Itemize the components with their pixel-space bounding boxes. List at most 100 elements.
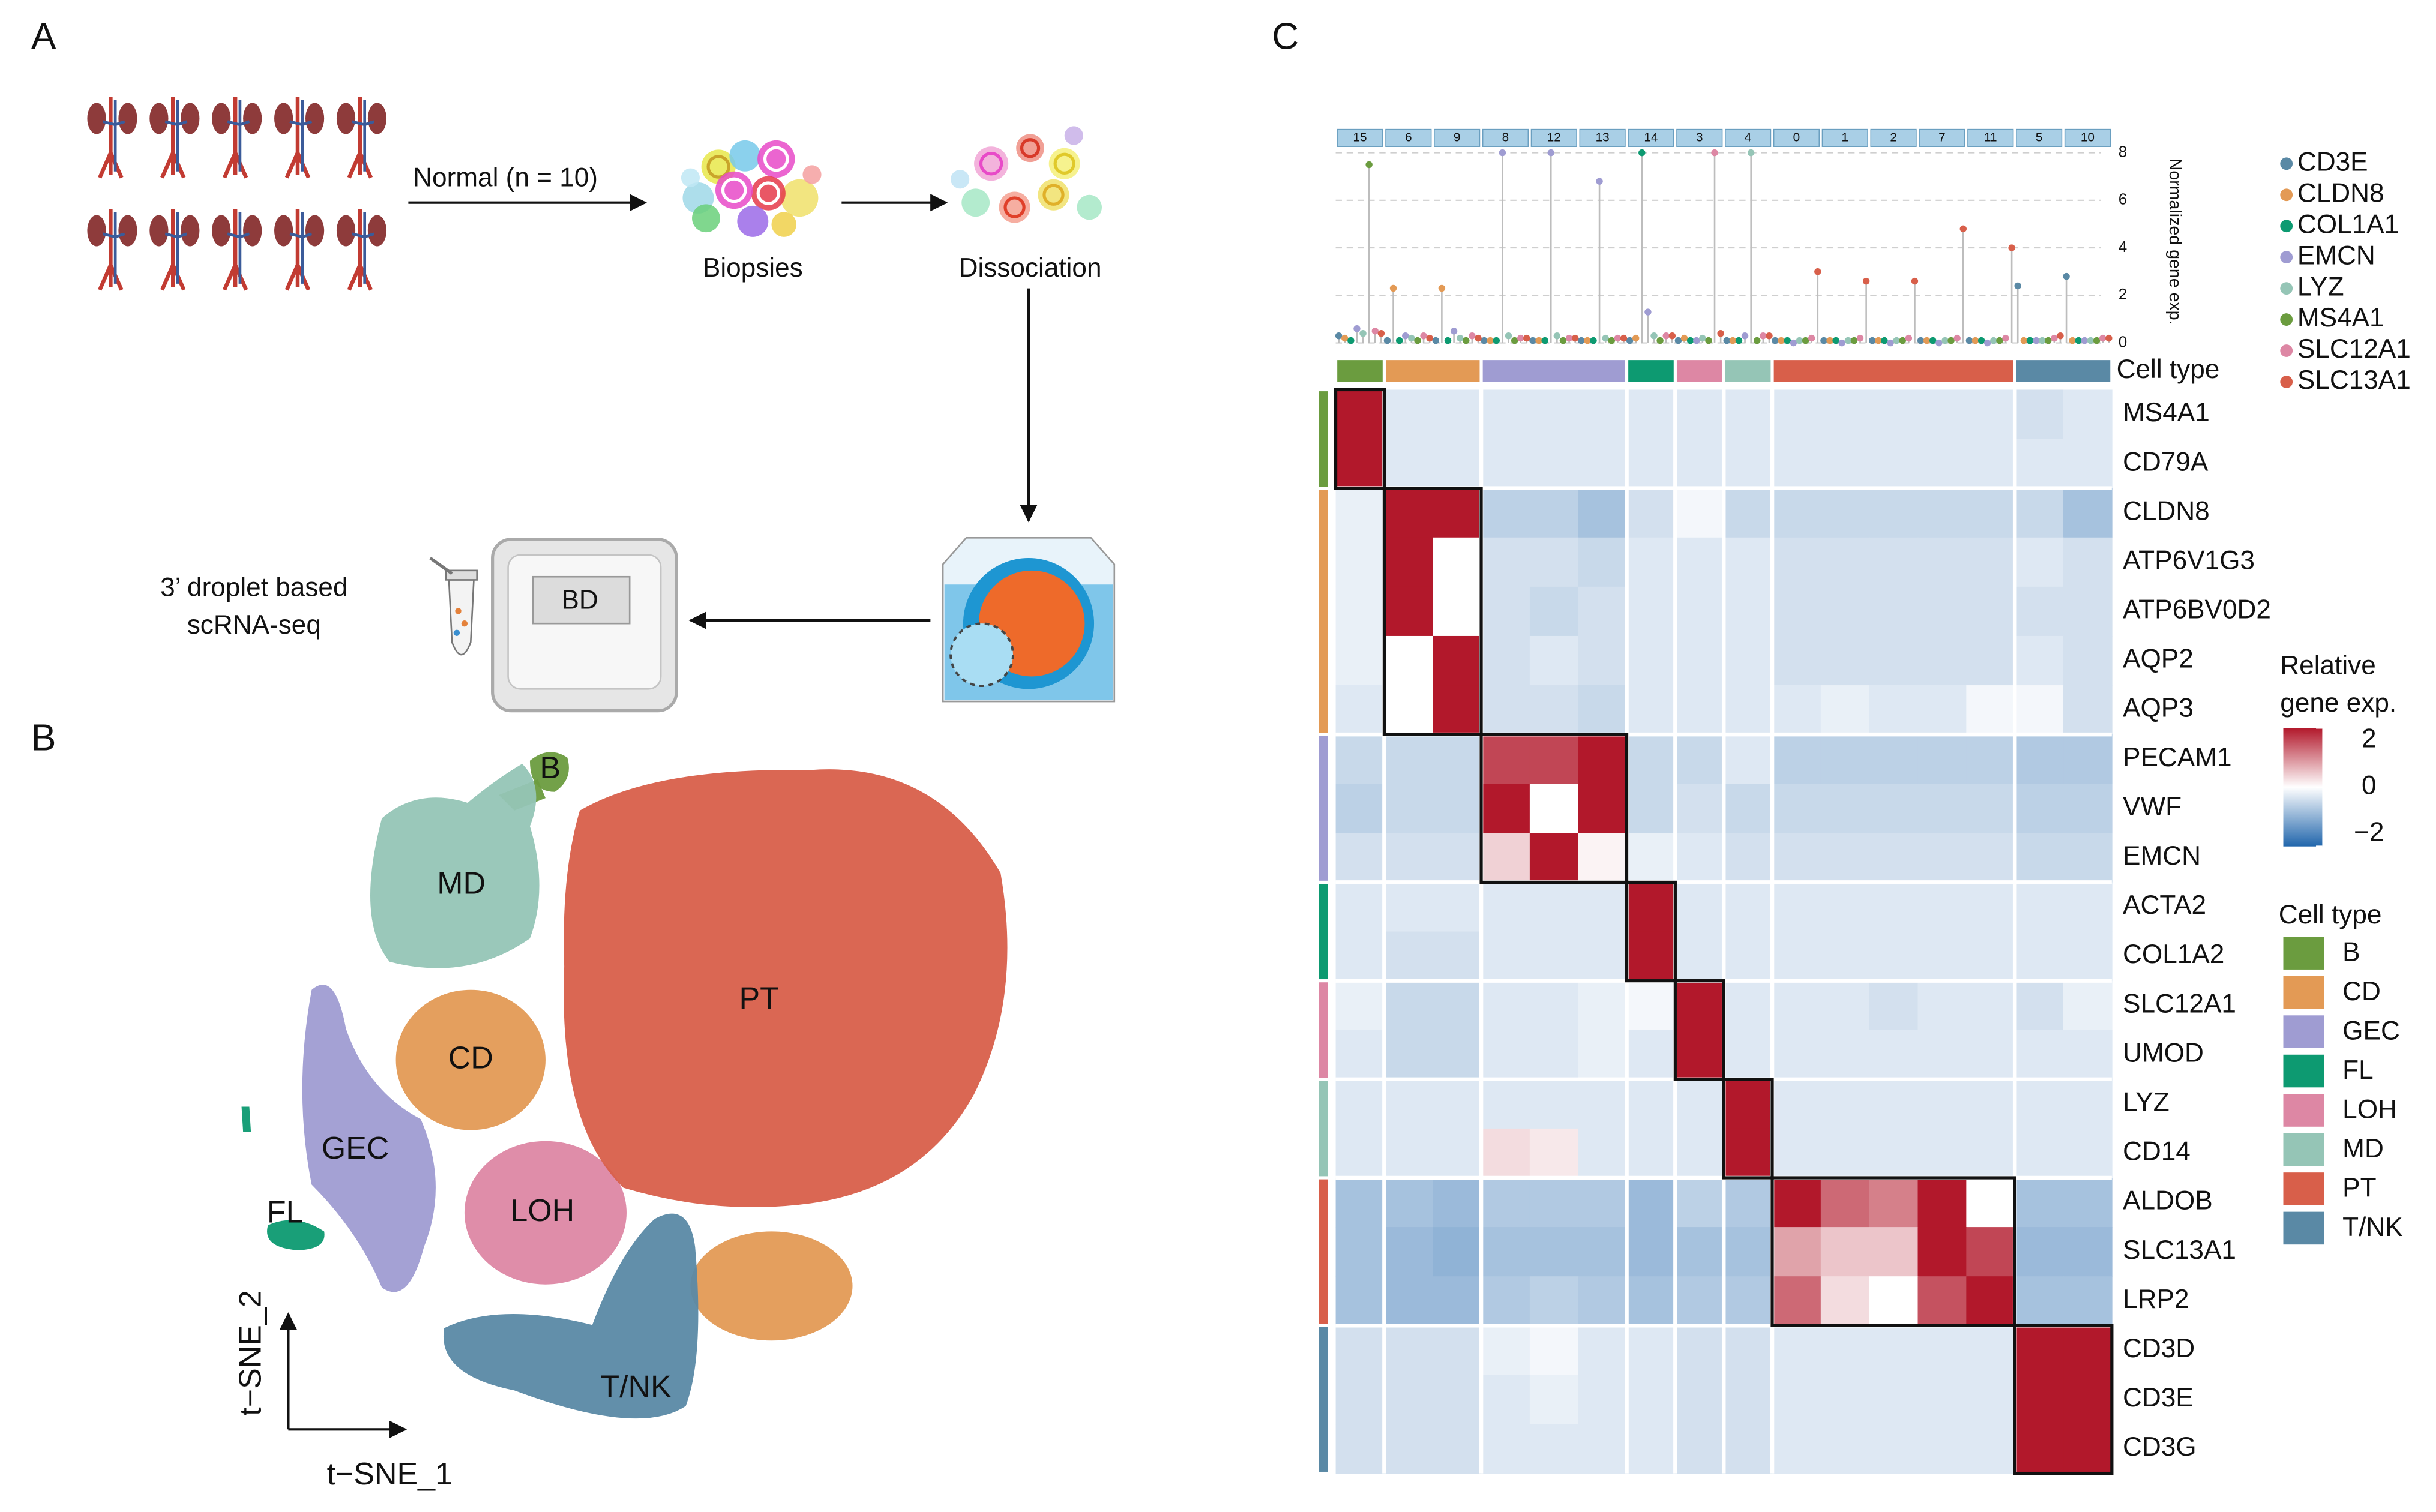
heatmap-cell [1917,833,1967,883]
lollipop-dot [1481,337,1488,344]
gene-label: UMOD [2123,1038,2204,1067]
lollipop-dot [1511,337,1518,344]
heatmap-cell [1335,734,1385,785]
heatmap-cell [1529,882,1579,932]
heatmap-cell [1966,537,2015,587]
cell [771,212,797,237]
lollipop-dot [2008,244,2015,251]
heatmap-cell [1772,931,1821,982]
lollipop-dot [1493,337,1500,344]
heatmap-cell [1917,439,1967,489]
heatmap-cell [1481,1128,1530,1178]
cell [729,140,761,172]
lollipop-dot [1571,334,1579,342]
lollipop-dot [1668,332,1676,340]
lollipop-dot [1347,337,1355,344]
heatmap-cell [1772,537,1821,587]
heatmap-cell [1820,1227,1870,1277]
heatmap-cell [1675,1276,1724,1327]
lollipop-dot [2075,337,2082,344]
heatmap-cell [1433,1227,1482,1277]
lollipop-dot [1929,337,1937,344]
heatmap-cell [1578,1325,1628,1376]
cell [1038,179,1069,211]
heatmap-cell [1335,1079,1385,1129]
lollipop-dot [1802,337,1809,344]
heatmap-cell [1335,1030,1385,1080]
gene-label: EMCN [2123,841,2201,871]
kidney-icon [149,209,200,291]
lollipop-dot [1953,334,1961,342]
heatmap-cell [2015,586,2064,637]
platform-label: BD [561,585,598,614]
lollipop-dot [1723,337,1730,344]
heatmap-cell [1724,537,1773,587]
heatmap-cell [1529,1276,1579,1327]
lollipop-dot [2063,272,2070,280]
heatmap-cell [1529,980,1579,1031]
legend-marker [2280,220,2293,233]
gene-label: PECAM1 [2123,743,2231,772]
heatmap-cell [2063,1424,2113,1474]
heatmap-cell [1626,1030,1676,1080]
highlight-box [1673,979,1725,1081]
cell-type-label: Cell type [2117,355,2220,384]
heatmap-cell [1820,882,1870,932]
heatmap-cell [1481,833,1530,883]
heatmap-cell [1966,488,2015,538]
heatmap-cell [1626,833,1676,883]
cluster-region [464,1141,627,1285]
heatmap-cell [1869,635,1919,686]
kidney [274,215,293,247]
kidney [305,103,325,134]
gene-label: SLC13A1 [2123,1235,2236,1265]
heatmap-cell [1966,931,2015,982]
kidney [87,103,106,134]
heatmap-cell [1820,1424,1870,1474]
heatmap-cell [1626,1276,1676,1327]
heatmap-cell [1335,635,1385,686]
heatmap-cell [1335,980,1385,1031]
cell [757,140,795,178]
heatmap-cell [1675,685,1724,735]
heatmap-cell [1675,1030,1724,1080]
kidney [181,215,200,247]
gene-label: AQP3 [2123,694,2194,723]
highlight-box [1382,487,1483,736]
heatmap-cell [1675,1227,1724,1277]
gene-label: ATP6V1G3 [2123,545,2255,575]
highlight-box [1334,388,1386,490]
heatmap-cell [1335,389,1385,440]
gene-label: CD3D [2123,1334,2195,1363]
gene-label: ALDOB [2123,1186,2213,1216]
cluster-label: T/NK [600,1369,672,1404]
lollipop-dot [1499,149,1506,157]
lollipop-dot [1814,268,1821,275]
lollipop-dot [1644,308,1652,316]
heatmap-cell [1433,784,1482,834]
cell-ring [1042,184,1065,206]
lollipop-dot [1747,149,1755,157]
dissociation-illustration [951,126,1102,223]
heatmap-cell [1820,488,1870,538]
dissociation-container [942,536,1116,703]
kidney [243,103,262,134]
heatmap-cell [1772,734,1821,785]
y-tick-label: 8 [2119,142,2127,160]
heatmap-cell [1433,1424,1482,1474]
kidney-icon [336,209,387,291]
highlight-box [2013,1324,2114,1475]
heatmap-cell [1335,833,1385,883]
legend-swatch [2283,1211,2324,1245]
legend-swatch [2283,1172,2324,1205]
lollipop-dot [1383,337,1391,344]
lollipop-dot [2105,334,2113,342]
cell [681,168,700,187]
heatmap-cell [1869,1030,1919,1080]
heatmap-cell [1626,685,1676,735]
cell-type-bar [1319,982,1328,1078]
heatmap-cell [2015,734,2064,785]
kidney [87,215,106,247]
legend-marker [2280,188,2293,202]
